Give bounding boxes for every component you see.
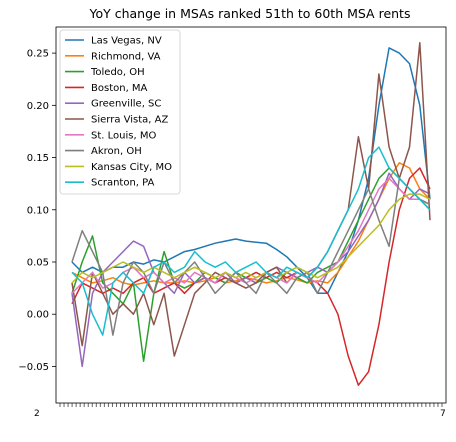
legend-label: Greenville, SC	[91, 99, 161, 110]
legend-label: St. Louis, MO	[91, 130, 156, 141]
legend-label: Kansas City, MO	[91, 162, 172, 173]
y-tick-label: 0.05	[27, 258, 49, 269]
chart-title: YoY change in MSAs ranked 51th to 60th M…	[89, 6, 411, 21]
legend-box	[59, 29, 181, 195]
plot-area	[71, 41, 431, 386]
x-tick-label-start: 2	[34, 409, 40, 419]
legend-label: Toledo, OH	[90, 67, 145, 78]
y-tick-label: 0.10	[27, 205, 49, 216]
legend-label: Boston, MA	[91, 83, 148, 94]
y-tick-label: −0.05	[18, 362, 49, 373]
legend-label: Richmond, VA	[91, 51, 161, 62]
legend-label: Sierra Vista, AZ	[91, 115, 168, 126]
series-line-5	[71, 41, 431, 357]
series-line-6	[71, 177, 431, 294]
legend: Las Vegas, NV Richmond, VA Toledo, OH Bosto…	[59, 29, 181, 195]
axes: −0.05 0.00 0.05 0.10 0.15 0.20 0.25 2 7	[18, 26, 447, 419]
legend-label: Scranton, PA	[91, 178, 155, 189]
series-line-8	[71, 193, 431, 284]
legend-label: Las Vegas, NV	[91, 36, 162, 47]
series-line-7	[71, 177, 431, 336]
y-tick-label: 0.15	[27, 153, 49, 164]
y-tick-label: 0.20	[27, 101, 49, 112]
y-tick-label: 0.00	[27, 310, 49, 321]
legend-label: Akron, OH	[91, 146, 142, 157]
x-tick-label-end: 7	[440, 409, 446, 419]
y-tick-label: 0.25	[27, 49, 49, 60]
axes-frame	[55, 26, 447, 404]
series-line-9	[71, 146, 431, 336]
